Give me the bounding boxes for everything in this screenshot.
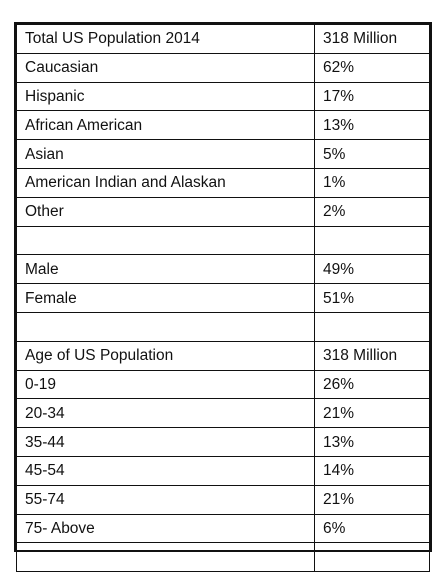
row-label <box>16 225 315 256</box>
row-label: Other <box>16 196 315 227</box>
row-label: 75- Above <box>16 513 315 544</box>
table-row-empty <box>16 542 430 572</box>
row-value: 13% <box>314 427 430 457</box>
table-row: Other 2% <box>16 196 430 227</box>
table-row-empty <box>16 225 430 256</box>
table-row: 55-74 21% <box>16 484 430 515</box>
row-label: Total US Population 2014 <box>16 24 315 54</box>
row-value: 318 Million <box>314 24 430 54</box>
row-value: 26% <box>314 369 430 400</box>
table-row: Female 51% <box>16 283 430 313</box>
row-value: 62% <box>314 52 430 83</box>
row-label: 45-54 <box>16 455 315 486</box>
table-row: Caucasian 62% <box>16 52 430 83</box>
table-row: African American 13% <box>16 110 430 141</box>
table-row: 35-44 13% <box>16 427 430 457</box>
row-value: 21% <box>314 398 430 429</box>
row-label: Hispanic <box>16 81 315 112</box>
table-row: Asian 5% <box>16 139 430 169</box>
row-label <box>16 542 315 572</box>
row-label: 35-44 <box>16 427 315 457</box>
row-label <box>16 311 315 342</box>
row-label: Male <box>16 254 315 285</box>
row-value: 5% <box>314 139 430 169</box>
row-label: 55-74 <box>16 484 315 515</box>
row-label: 20-34 <box>16 398 315 429</box>
table-row: American Indian and Alaskan 1% <box>16 167 430 198</box>
row-value: 6% <box>314 513 430 544</box>
row-label: Caucasian <box>16 52 315 83</box>
row-value: 49% <box>314 254 430 285</box>
row-label: 0-19 <box>16 369 315 400</box>
table-row: 75- Above 6% <box>16 513 430 544</box>
row-value: 2% <box>314 196 430 227</box>
table-row: Age of US Population 318 Million <box>16 340 430 371</box>
row-label: American Indian and Alaskan <box>16 167 315 198</box>
table-row: Total US Population 2014 318 Million <box>16 24 430 54</box>
row-value: 51% <box>314 283 430 313</box>
table-row: Hispanic 17% <box>16 81 430 112</box>
population-table-frame: Total US Population 2014 318 Million Cau… <box>14 22 432 572</box>
row-value: 318 Million <box>314 340 430 371</box>
table-row-empty <box>16 311 430 342</box>
table-row: 20-34 21% <box>16 398 430 429</box>
row-label: Asian <box>16 139 315 169</box>
row-label: African American <box>16 110 315 141</box>
row-value <box>314 225 430 256</box>
row-value <box>314 311 430 342</box>
row-label: Age of US Population <box>16 340 315 371</box>
population-table: Total US Population 2014 318 Million Cau… <box>16 24 430 572</box>
row-value: 14% <box>314 455 430 486</box>
table-row: Male 49% <box>16 254 430 285</box>
table-row: 0-19 26% <box>16 369 430 400</box>
row-value: 21% <box>314 484 430 515</box>
row-value <box>314 542 430 572</box>
row-value: 13% <box>314 110 430 141</box>
row-value: 1% <box>314 167 430 198</box>
table-row: 45-54 14% <box>16 455 430 486</box>
row-value: 17% <box>314 81 430 112</box>
row-label: Female <box>16 283 315 313</box>
